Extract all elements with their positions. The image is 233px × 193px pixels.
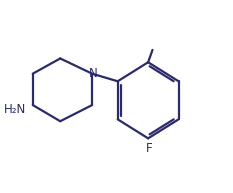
Text: N: N xyxy=(89,67,98,80)
Text: F: F xyxy=(146,142,153,155)
Text: H₂N: H₂N xyxy=(4,103,26,116)
